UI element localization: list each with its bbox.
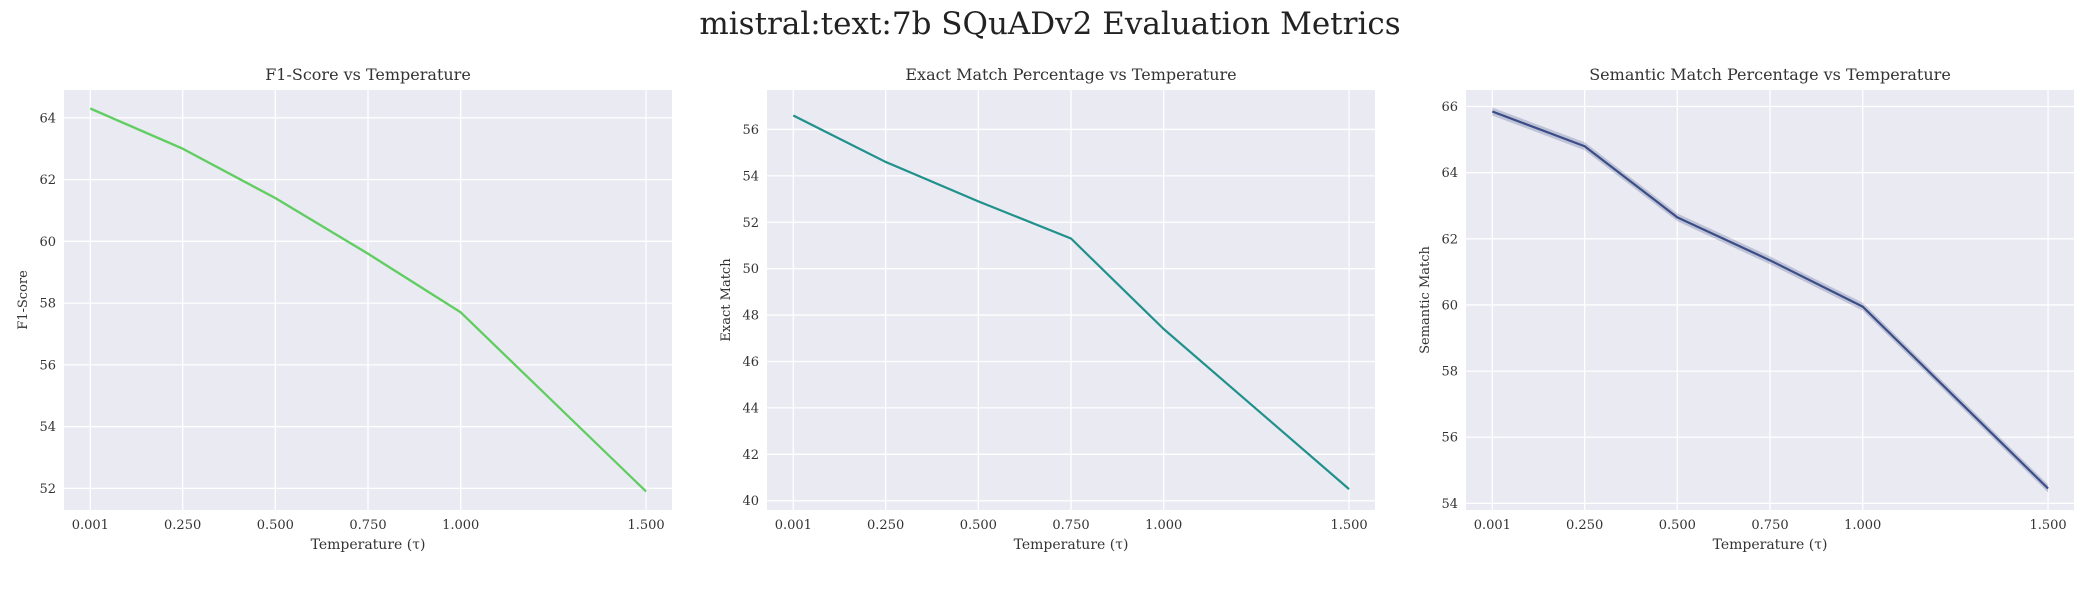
y-tick-label: 66 xyxy=(1441,100,1458,115)
y-tick-label: 46 xyxy=(742,355,759,370)
y-tick-label: 54 xyxy=(39,420,56,435)
y-tick-label: 54 xyxy=(742,169,759,184)
x-tick-label: 1.000 xyxy=(1145,518,1182,533)
series-line-semantic-match xyxy=(1491,110,2049,490)
y-tick-label: 60 xyxy=(1441,298,1458,313)
series-line-f1 xyxy=(89,107,647,493)
x-tick-label: 1.500 xyxy=(627,518,664,533)
y-tick-label: 52 xyxy=(39,482,56,497)
figure-title: mistral:text:7b SQuADv2 Evaluation Metri… xyxy=(699,6,1401,42)
x-tick-label: 0.250 xyxy=(164,518,201,533)
x-tick-label: 0.250 xyxy=(867,518,904,533)
x-tick-label: 0.001 xyxy=(775,518,812,533)
y-tick-label: 40 xyxy=(742,494,759,509)
chart-title: F1-Score vs Temperature xyxy=(265,65,471,84)
x-tick-label: 0.750 xyxy=(1052,518,1089,533)
y-tick-label: 54 xyxy=(1441,497,1458,512)
y-tick-label: 56 xyxy=(39,358,56,373)
y-axis-label: Semantic Match xyxy=(1418,245,1433,353)
y-axis-label: Exact Match xyxy=(719,258,734,342)
x-tick-label: 0.750 xyxy=(349,518,386,533)
x-axis-label: Temperature (τ) xyxy=(311,537,426,553)
series-line-exact-match xyxy=(792,114,1350,490)
chart-exact-match: 0.001 0.250 0.500 0.750 1.000 1.500 40 42 44 46 48… xyxy=(719,65,1375,553)
y-tick-label: 62 xyxy=(39,173,56,188)
y-tick-label: 44 xyxy=(742,401,759,416)
y-tick-label: 50 xyxy=(742,262,759,277)
y-tick-label: 60 xyxy=(39,235,56,250)
y-tick-label: 52 xyxy=(742,216,759,231)
y-tick-label: 42 xyxy=(742,448,759,463)
x-axis-label: Temperature (τ) xyxy=(1713,537,1828,553)
y-tick-label: 64 xyxy=(39,111,56,126)
y-tick-label: 64 xyxy=(1441,166,1458,181)
x-tick-label: 0.500 xyxy=(1659,518,1696,533)
x-tick-label: 0.001 xyxy=(1474,518,1511,533)
x-tick-label: 0.500 xyxy=(960,518,997,533)
y-tick-label: 56 xyxy=(742,123,759,138)
y-tick-label: 58 xyxy=(1441,365,1458,380)
x-tick-label: 1.000 xyxy=(442,518,479,533)
x-tick-label: 1.500 xyxy=(1330,518,1367,533)
y-axis-label: F1-Score xyxy=(16,270,31,330)
x-tick-label: 1.500 xyxy=(2029,518,2066,533)
chart-title: Semantic Match Percentage vs Temperature xyxy=(1589,65,1951,84)
x-tick-label: 0.750 xyxy=(1751,518,1788,533)
chart-semantic-match: 0.001 0.250 0.500 0.750 1.000 1.500 54 56 58 60 62… xyxy=(1418,65,2074,553)
x-tick-label: 0.001 xyxy=(72,518,109,533)
chart-f1-score: 0.001 0.250 0.500 0.750 1.000 1.500 52 54 56 58 60… xyxy=(16,65,672,553)
y-tick-label: 62 xyxy=(1441,232,1458,247)
x-tick-label: 0.250 xyxy=(1566,518,1603,533)
x-axis-label: Temperature (τ) xyxy=(1014,537,1129,553)
x-tick-label: 0.500 xyxy=(257,518,294,533)
chart-title: Exact Match Percentage vs Temperature xyxy=(905,65,1236,84)
y-tick-label: 58 xyxy=(39,297,56,312)
x-tick-label: 1.000 xyxy=(1844,518,1881,533)
y-tick-label: 48 xyxy=(742,309,759,324)
y-tick-label: 56 xyxy=(1441,431,1458,446)
